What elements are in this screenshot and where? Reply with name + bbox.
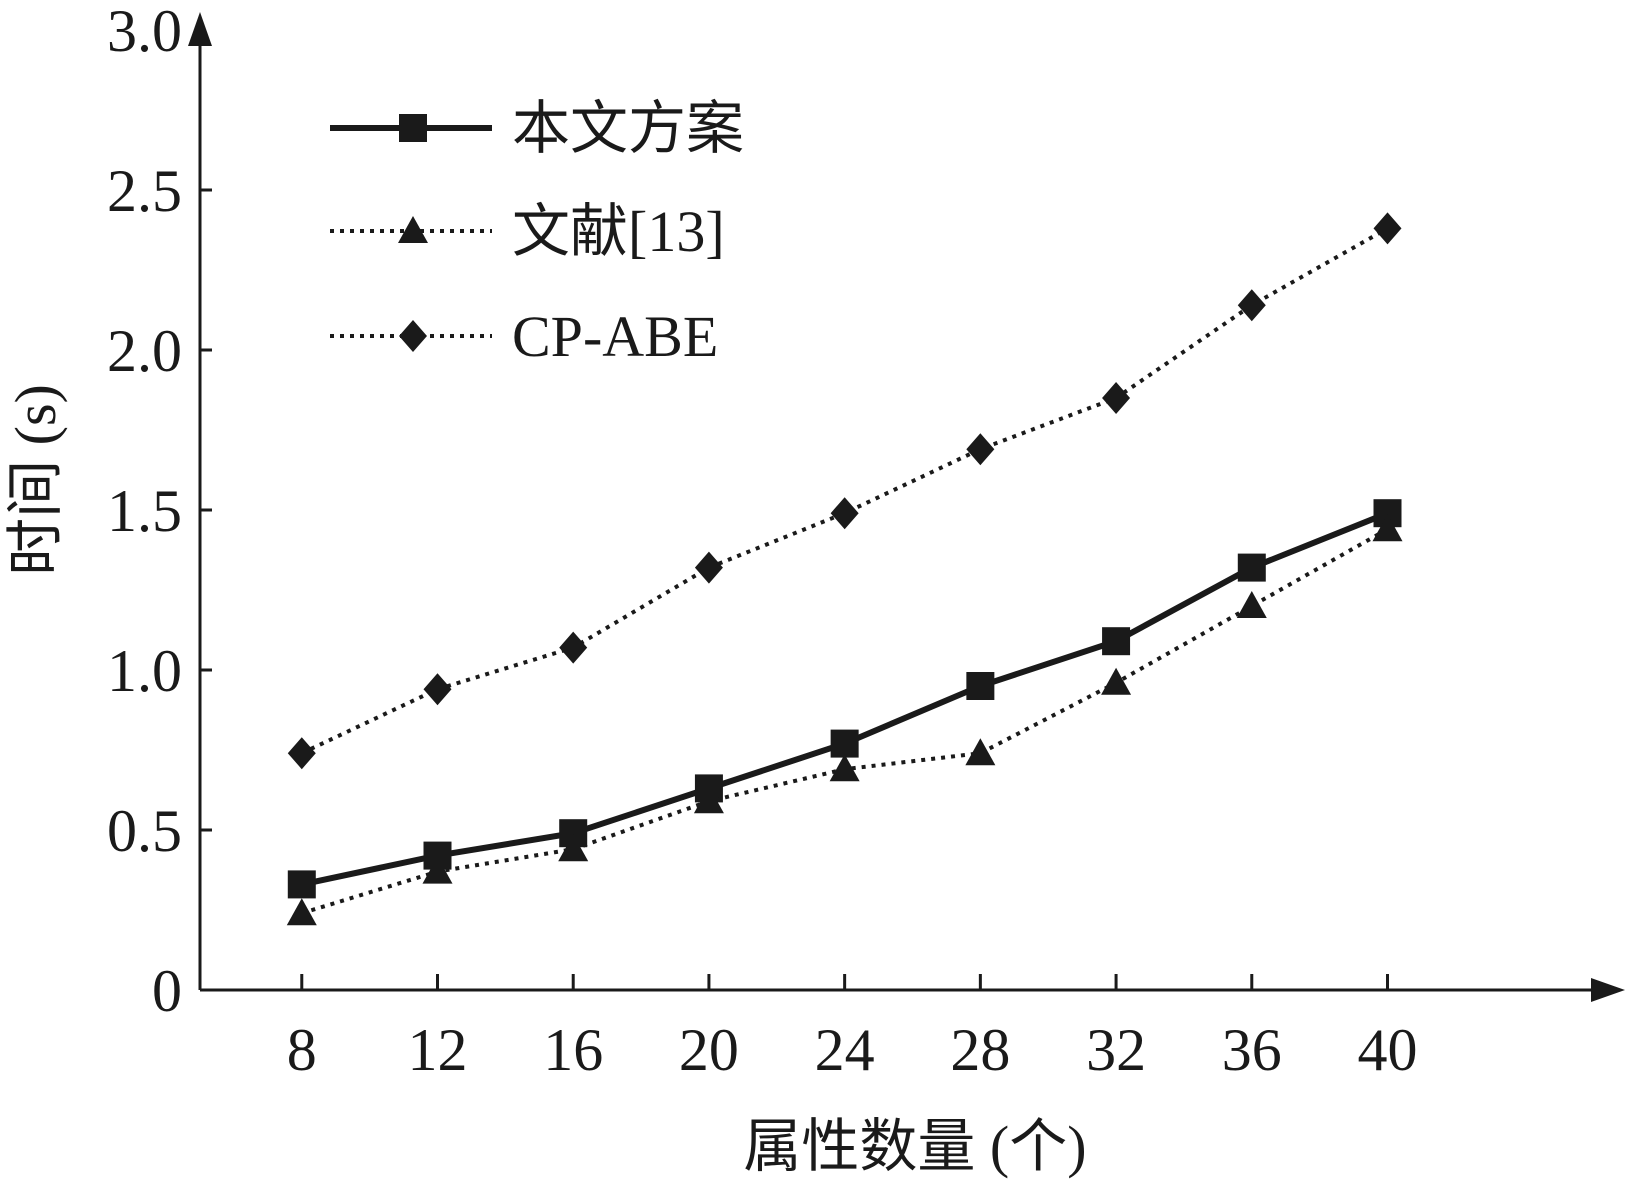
data-point	[422, 856, 453, 884]
legend-marker	[398, 216, 428, 243]
x-tick-label: 8	[287, 1017, 317, 1083]
y-tick-label: 1.5	[107, 478, 182, 544]
legend-marker	[399, 320, 427, 352]
data-point	[1372, 514, 1403, 542]
data-point	[830, 729, 859, 758]
data-point	[1237, 553, 1266, 582]
data-point	[286, 898, 317, 926]
data-point	[1373, 212, 1402, 245]
series-diamond	[287, 212, 1402, 770]
y-tick-label: 0	[152, 958, 182, 1024]
x-tick-label: 20	[679, 1017, 739, 1083]
x-tick-label: 12	[408, 1017, 468, 1083]
x-tick-label: 32	[1086, 1017, 1146, 1083]
legend-label: 文献[13]	[512, 199, 725, 264]
data-point	[1236, 591, 1267, 618]
y-tick-label: 2.5	[107, 158, 182, 224]
y-axis-arrow	[188, 12, 212, 46]
y-tick-label: 0.5	[107, 798, 182, 864]
data-point	[829, 754, 860, 782]
y-tick-label: 2.0	[107, 318, 182, 384]
data-point	[965, 738, 996, 766]
data-point	[966, 672, 995, 700]
legend-item: CP-ABE	[330, 304, 718, 369]
x-tick-label: 40	[1358, 1017, 1418, 1083]
x-tick-label: 24	[815, 1017, 875, 1083]
y-tick-label: 3.0	[107, 0, 182, 64]
data-point	[966, 433, 995, 466]
series-line	[300, 226, 1389, 756]
x-axis-ticks: 8 12 16 20 24 28 32 36 40	[287, 974, 1418, 1083]
data-point	[694, 551, 723, 584]
series-triangle	[286, 514, 1403, 926]
legend-item: 本文方案	[330, 96, 744, 161]
series-line	[301, 527, 1389, 916]
data-point	[1237, 289, 1266, 322]
data-point	[1102, 627, 1131, 656]
data-point	[559, 631, 588, 664]
data-point	[423, 673, 452, 706]
series-line	[301, 510, 1389, 888]
series-square	[287, 499, 1402, 899]
x-tick-label: 36	[1222, 1017, 1282, 1083]
y-axis-ticks: 0 0.5 1.0 1.5 2.0 2.5 3.0	[107, 0, 212, 1024]
axes	[188, 12, 1625, 1002]
legend-marker	[399, 114, 427, 142]
x-tick-label: 28	[950, 1017, 1010, 1083]
data-point	[1101, 667, 1132, 695]
x-tick-label: 16	[543, 1017, 603, 1083]
data-point	[287, 870, 316, 899]
legend-item: 文献[13]	[330, 199, 725, 264]
legend-label: CP-ABE	[512, 304, 718, 369]
y-tick-label: 1.0	[107, 638, 182, 704]
data-point	[558, 834, 589, 862]
legend-label: 本文方案	[512, 96, 744, 161]
series-layer	[286, 212, 1403, 926]
x-axis-title: 属性数量 (个)	[743, 1114, 1086, 1179]
y-axis-title: 时间 (s)	[3, 384, 68, 576]
data-point	[693, 786, 724, 814]
data-point	[287, 737, 316, 770]
data-point	[1102, 382, 1131, 414]
x-axis-arrow	[1591, 978, 1625, 1002]
data-point	[830, 497, 859, 530]
